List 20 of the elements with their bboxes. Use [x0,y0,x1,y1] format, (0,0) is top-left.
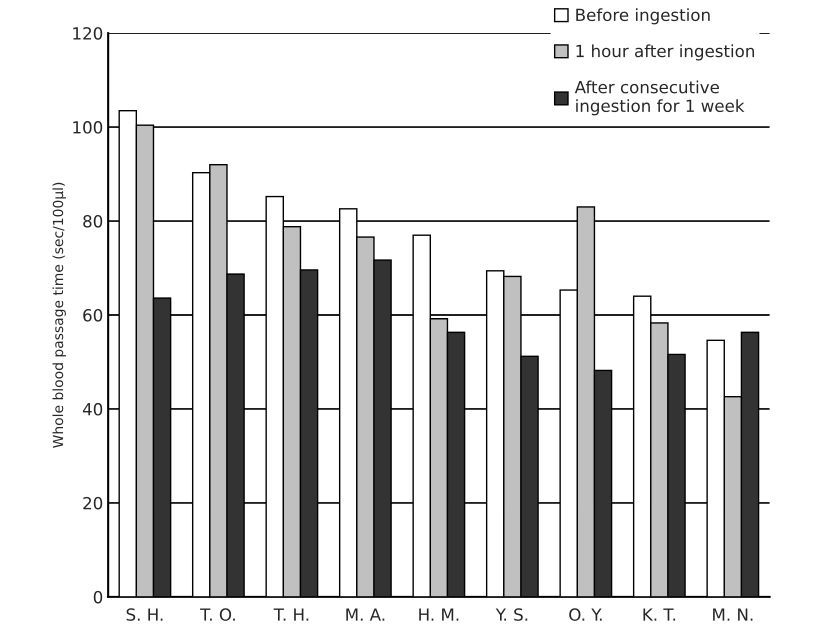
y-tick-label: 0 [94,590,102,604]
x-tick-label: S. H. [126,608,162,621]
y-tick-label: 120 [73,27,102,40]
x-tick-label: T. O. [200,608,235,621]
y-tick-label: 100 [73,121,102,134]
x-tick-label: M. A. [346,608,384,621]
x-tick-label: K. T. [643,608,676,621]
y-tick-label: 20 [83,496,102,510]
legend-label: 1 hour after ingestion [576,44,754,61]
x-tick-label: O. Y. [569,608,602,621]
y-tick-label: 80 [83,215,102,228]
y-tick-label: 40 [82,402,102,416]
x-tick-label: Y. S. [496,608,528,621]
legend-label: Before ingestion [576,8,710,24]
legend-label: After consecutive ingestion for 1 week [574,80,744,116]
x-tick-label: H. M. [419,608,458,621]
y-tick-label: 60 [83,308,102,322]
x-tick-label: T. H. [274,608,308,621]
y-axis-title: Whole blood passage time (sec/100μl) [52,182,66,448]
x-tick-label: M. N. [713,608,752,621]
